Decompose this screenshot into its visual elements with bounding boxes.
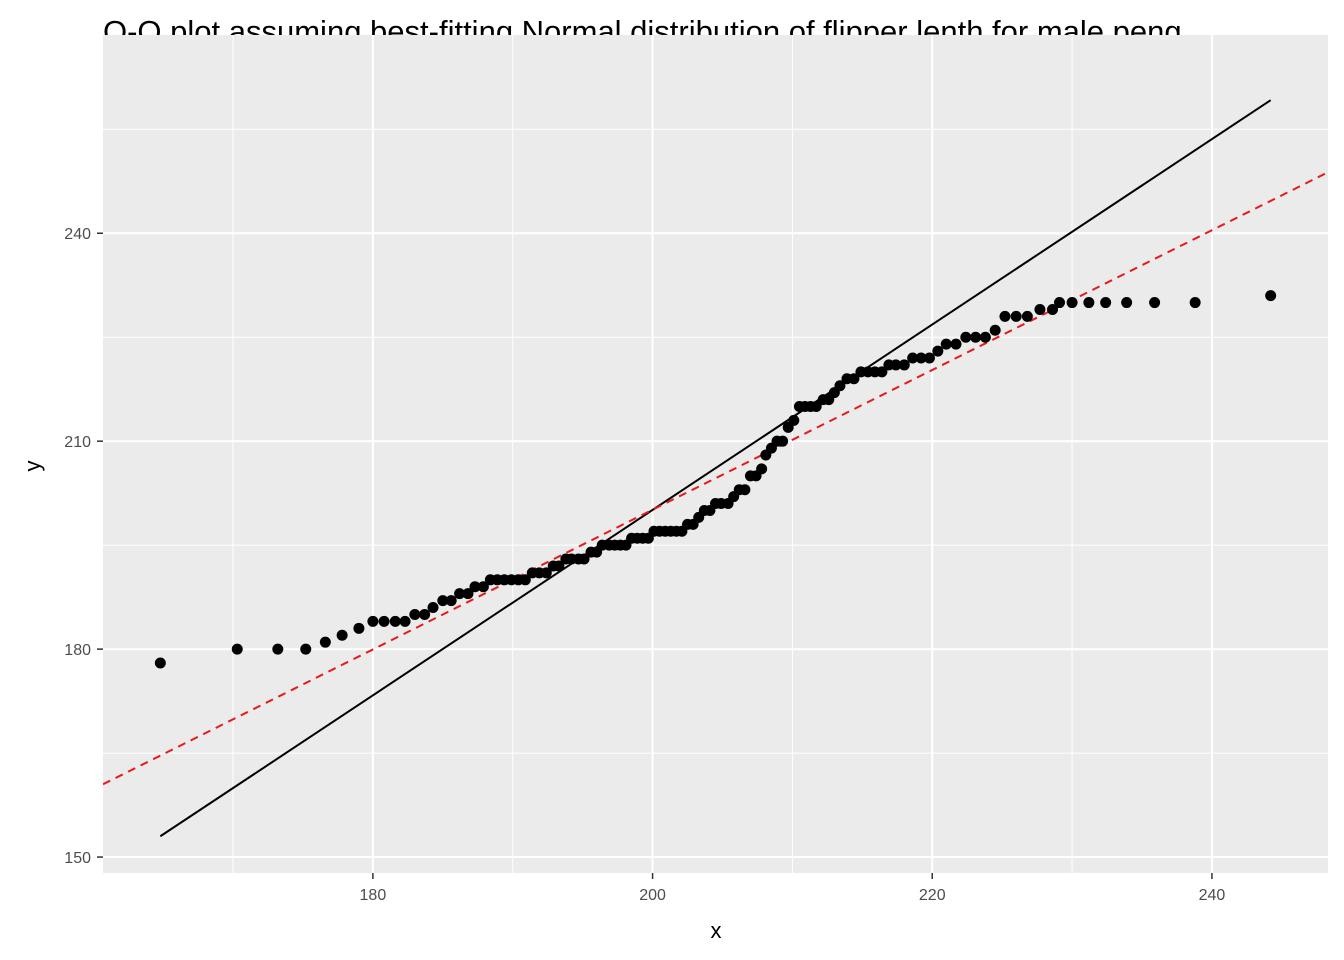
- point: [999, 310, 1011, 322]
- point: [399, 615, 411, 627]
- point: [739, 484, 751, 496]
- point: [553, 560, 565, 572]
- point: [1047, 303, 1059, 315]
- x-tick-label: 220: [919, 887, 946, 904]
- point: [419, 608, 431, 620]
- point: [1066, 297, 1078, 309]
- point: [1100, 297, 1112, 309]
- x-tick-label: 180: [360, 887, 387, 904]
- point: [970, 331, 982, 343]
- reference-line: [103, 171, 1328, 786]
- reference-line: [159, 99, 1272, 838]
- point: [454, 588, 466, 600]
- point: [231, 643, 243, 655]
- point: [477, 581, 489, 593]
- point: [319, 636, 331, 648]
- point: [876, 366, 888, 378]
- y-tick-label: 210: [64, 434, 91, 451]
- point: [989, 324, 1001, 336]
- point: [898, 359, 910, 371]
- point: [427, 602, 439, 614]
- point: [578, 553, 590, 565]
- point: [378, 615, 390, 627]
- plot-panel: [103, 35, 1328, 873]
- point: [336, 629, 348, 641]
- y-tick-label: 180: [64, 642, 91, 659]
- point: [932, 345, 944, 357]
- point: [389, 615, 401, 627]
- point: [915, 352, 927, 364]
- point: [437, 595, 449, 607]
- y-axis-label: y: [20, 461, 45, 472]
- point: [462, 588, 474, 600]
- point: [890, 359, 902, 371]
- point: [469, 581, 481, 593]
- point: [1054, 297, 1066, 309]
- x-axis-label: x: [711, 918, 722, 943]
- point: [445, 595, 457, 607]
- point: [907, 352, 919, 364]
- point: [1189, 297, 1201, 309]
- point: [1149, 297, 1161, 309]
- point: [409, 608, 421, 620]
- point: [1121, 297, 1133, 309]
- x-tick-label: 240: [1199, 887, 1226, 904]
- point: [810, 401, 822, 413]
- point: [540, 567, 552, 579]
- point: [353, 622, 365, 634]
- point: [940, 338, 952, 350]
- point: [788, 414, 800, 426]
- point: [1083, 297, 1095, 309]
- point: [519, 574, 531, 586]
- x-tick-label: 200: [639, 887, 666, 904]
- point: [923, 352, 935, 364]
- point: [848, 373, 860, 385]
- point: [300, 643, 312, 655]
- point: [1034, 303, 1046, 315]
- point: [834, 380, 846, 392]
- y-tick-label: 150: [64, 850, 91, 867]
- point: [1021, 310, 1033, 322]
- point: [367, 615, 379, 627]
- point: [272, 643, 284, 655]
- point: [1010, 310, 1022, 322]
- point: [154, 657, 166, 669]
- point: [777, 435, 789, 447]
- point: [950, 338, 962, 350]
- point: [960, 331, 972, 343]
- point: [756, 463, 768, 475]
- point: [979, 331, 991, 343]
- y-tick-label: 240: [64, 226, 91, 243]
- plot-layer: [103, 99, 1328, 838]
- point: [1265, 290, 1277, 302]
